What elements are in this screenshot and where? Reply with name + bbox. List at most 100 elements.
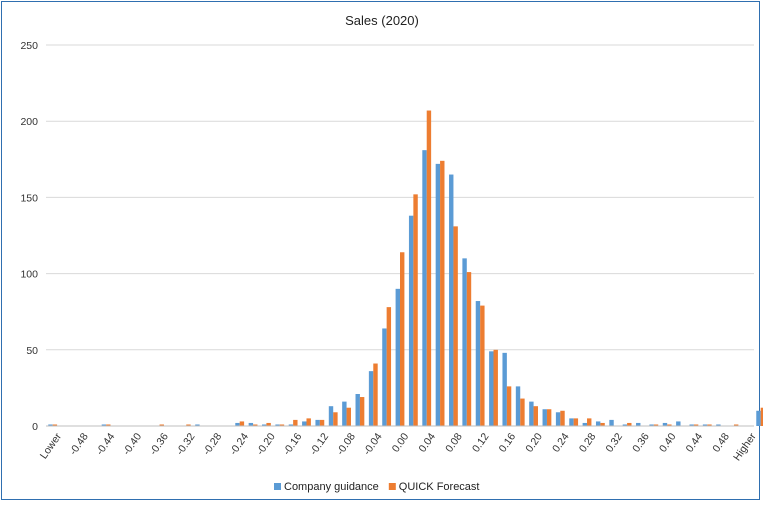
bar	[453, 226, 458, 426]
bar	[489, 351, 494, 426]
legend-label: Company guidance	[284, 481, 379, 493]
bar	[253, 424, 258, 426]
y-axis-ticks: 0 50 100 150 200 250	[20, 40, 38, 433]
bar	[515, 386, 521, 426]
x-tick-label: -0.36	[147, 431, 171, 458]
bar	[466, 272, 472, 426]
bar	[386, 307, 392, 426]
y-tick-label: 0	[32, 421, 38, 433]
bar	[48, 424, 53, 426]
legend-swatch	[274, 483, 281, 490]
bar	[346, 407, 351, 426]
x-tick-label: -0.40	[121, 431, 145, 458]
bar	[733, 424, 739, 426]
bar	[582, 422, 588, 426]
x-tick-label: 0.36	[630, 431, 652, 455]
bar	[355, 394, 360, 426]
bar	[449, 174, 454, 426]
x-tick-label: -0.24	[227, 431, 251, 458]
bar	[475, 301, 481, 426]
bar	[587, 418, 592, 426]
bar	[560, 410, 565, 426]
bar	[622, 424, 628, 426]
bar	[328, 406, 334, 426]
bar	[760, 407, 763, 426]
bar	[627, 422, 632, 426]
bar	[649, 424, 654, 426]
bar	[542, 409, 547, 426]
bar	[262, 424, 267, 426]
bar	[52, 424, 58, 426]
bar	[707, 424, 712, 426]
x-tick-label: 0.16	[497, 431, 519, 455]
bar	[546, 409, 552, 426]
x-tick-label: -0.20	[254, 431, 278, 458]
x-tick-label: -0.28	[201, 431, 225, 458]
x-tick-label: 0.28	[577, 431, 599, 455]
legend-label: QUICK Forecast	[399, 481, 480, 493]
x-tick-label: Higher	[731, 431, 759, 464]
y-tick-label: 250	[20, 40, 38, 52]
bar	[480, 305, 485, 426]
bar	[716, 424, 721, 426]
bar	[106, 424, 111, 426]
bar	[529, 401, 534, 426]
bar	[653, 424, 659, 426]
x-tick-label: 0.48	[710, 431, 732, 455]
bar	[293, 419, 298, 426]
bar	[288, 424, 294, 426]
gridlines	[46, 44, 754, 351]
bar	[676, 421, 681, 426]
y-tick-label: 200	[20, 116, 38, 128]
bar	[239, 421, 245, 426]
x-tick-label: 0.24	[550, 431, 572, 455]
bar	[279, 424, 285, 426]
bar	[275, 424, 280, 426]
bar	[266, 422, 271, 426]
x-tick-label: 0.44	[684, 431, 706, 455]
bar	[702, 424, 708, 426]
bar	[302, 421, 307, 426]
bar	[186, 424, 191, 426]
bar	[319, 419, 325, 426]
x-tick-label: 0.32	[604, 431, 626, 455]
bar	[373, 363, 378, 426]
bar	[382, 328, 387, 426]
bar	[359, 397, 365, 426]
bar	[315, 419, 320, 426]
x-tick-label: -0.32	[174, 431, 198, 458]
bar	[756, 410, 761, 426]
bar	[368, 371, 374, 426]
bar	[101, 424, 107, 426]
bar	[159, 424, 164, 426]
x-tick-label: Lower	[38, 431, 65, 462]
bar	[426, 110, 432, 426]
y-tick-label: 100	[20, 269, 38, 281]
bar	[395, 288, 400, 426]
bar	[569, 418, 574, 426]
bar	[573, 418, 579, 426]
x-tick-label: -0.48	[67, 431, 91, 458]
bar	[422, 150, 427, 426]
x-tick-label: 0.12	[470, 431, 492, 455]
bar	[693, 424, 699, 426]
x-tick-label: 0.20	[523, 431, 545, 455]
bar	[533, 406, 538, 426]
bar	[609, 419, 614, 426]
bar	[662, 422, 668, 426]
legend-swatch	[388, 483, 396, 490]
x-tick-label: -0.04	[361, 431, 385, 458]
bar	[400, 252, 405, 426]
x-tick-label: -0.12	[308, 431, 332, 458]
bar	[506, 386, 512, 426]
bar	[333, 412, 338, 426]
bar	[493, 349, 498, 426]
y-tick-label: 50	[26, 345, 38, 357]
bar	[342, 401, 347, 426]
bar	[689, 424, 694, 426]
chart-title: Sales (2020)	[345, 13, 419, 28]
x-tick-label: 0.04	[417, 431, 439, 455]
bar	[636, 422, 641, 426]
